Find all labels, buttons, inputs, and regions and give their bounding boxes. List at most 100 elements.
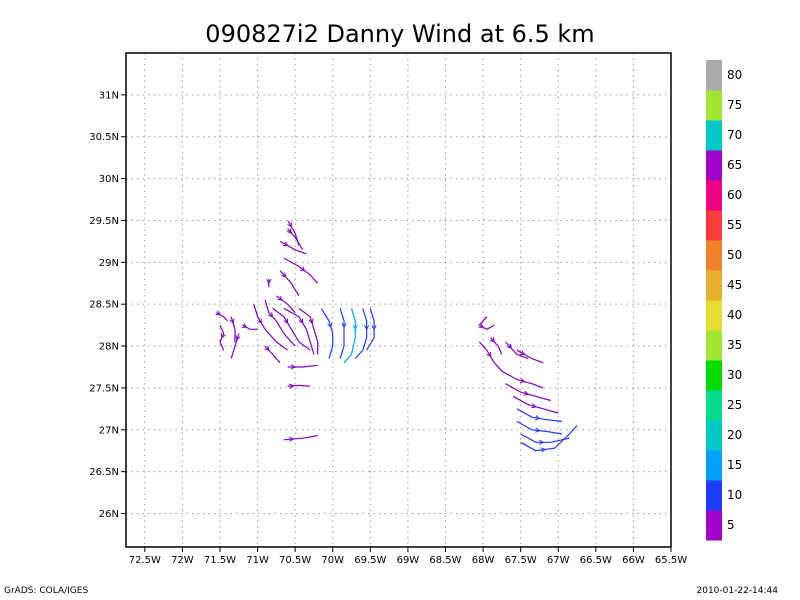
y-tick-label-9: 30.5N <box>89 132 119 143</box>
streamline-arrow-0 <box>287 222 292 228</box>
x-tick-label-13: 66W <box>622 555 645 566</box>
x-tick-label-9: 68W <box>472 555 495 566</box>
streamline-arrow-20 <box>235 335 241 341</box>
footer-timestamp: 2010-01-22-14:44 <box>696 586 779 596</box>
colorbar-label-12: 65 <box>727 158 742 172</box>
colorbar-swatch-7 <box>706 300 722 331</box>
y-tick-label-5: 28.5N <box>89 300 119 311</box>
streamline-arrow-29 <box>506 343 513 349</box>
footer-left-text: GrADS: COLA/IGES <box>4 586 89 596</box>
streamline-24 <box>287 384 311 387</box>
streamline-17 <box>215 312 228 322</box>
colorbar-label-13: 70 <box>727 128 742 142</box>
streamline-arrow-34 <box>535 415 541 421</box>
streamline-arrow-11 <box>308 318 314 324</box>
streamline-35 <box>516 420 563 435</box>
streamline-arrow-30 <box>519 350 526 355</box>
streamlines <box>215 220 578 453</box>
streamline-arrow-9 <box>283 318 289 324</box>
streamline-arrow-25 <box>288 436 295 442</box>
streamline-arrow-26 <box>478 323 485 328</box>
y-tick-label-3: 27.5N <box>89 383 119 394</box>
streamline-29 <box>505 341 529 360</box>
y-tick-label-7: 29.5N <box>89 216 119 227</box>
streamline-arrow-12 <box>327 322 333 329</box>
streamline-8 <box>253 304 288 351</box>
streamline-arrow-15 <box>363 325 370 331</box>
colorbar-label-9: 50 <box>727 248 742 262</box>
streamline-27 <box>490 337 503 355</box>
streamline-4 <box>279 270 300 297</box>
x-tick-label-4: 70.5W <box>279 555 311 566</box>
streamline-arrow-33 <box>531 403 537 409</box>
x-tick-label-12: 66.5W <box>580 555 612 566</box>
streamline-arrow-21 <box>241 323 248 328</box>
y-tick-label-0: 26N <box>99 509 119 520</box>
y-tick-label-6: 29N <box>99 258 119 269</box>
x-tick-label-10: 67.5W <box>505 555 537 566</box>
x-tick-label-1: 72W <box>171 555 194 566</box>
colorbar-swatch-15 <box>706 60 722 91</box>
x-axis-ticks: 72.5W 72W 71.5W 71W 70.5W 70W 69.5W 69W 68.5W 68W… <box>129 547 687 566</box>
colorbar-label-10: 55 <box>727 218 742 232</box>
colorbar-swatch-1 <box>706 480 722 511</box>
colorbar-label-7: 40 <box>727 308 742 322</box>
streamline-arrow-4 <box>281 272 287 278</box>
x-tick-label-14: 65.5W <box>655 555 687 566</box>
streamline-arrow-8 <box>257 318 262 324</box>
streamline-arrow-32 <box>523 390 530 396</box>
streamline-arrow-16 <box>371 325 377 331</box>
y-tick-label-2: 27N <box>99 425 119 436</box>
y-tick-label-8: 30N <box>99 174 119 185</box>
streamline-11 <box>298 307 319 355</box>
x-tick-label-0: 72.5W <box>129 555 161 566</box>
colorbar-swatch-4 <box>706 390 722 421</box>
streamline-23 <box>287 364 318 368</box>
colorbar-swatch-9 <box>706 240 722 271</box>
y-tick-label-10: 31N <box>99 90 119 101</box>
streamline-32 <box>505 383 551 402</box>
streamline-arrow-23 <box>290 364 297 370</box>
streamline-arrow-31 <box>519 378 526 384</box>
streamline-15 <box>354 308 368 359</box>
streamline-arrow-24 <box>288 383 295 389</box>
streamline-34 <box>516 408 563 422</box>
x-tick-label-6: 69.5W <box>354 555 386 566</box>
streamline-arrow-6 <box>277 295 283 301</box>
streamline-37 <box>520 425 578 452</box>
streamline-6 <box>275 295 296 313</box>
colorbar-swatch-0 <box>706 510 722 541</box>
streamline-arrow-13 <box>341 323 347 329</box>
x-tick-label-3: 71W <box>246 555 269 566</box>
streamline-arrow-18 <box>221 333 226 339</box>
colorbar-swatch-13 <box>706 120 722 151</box>
streamline-10 <box>283 307 315 355</box>
streamline-arrow-14 <box>352 325 358 331</box>
streamline-13 <box>339 308 345 359</box>
streamline-9 <box>272 307 311 351</box>
colorbar-swatch-6 <box>706 330 722 361</box>
streamline-7 <box>264 299 296 347</box>
streamline-arrow-28 <box>486 351 492 358</box>
streamline-1 <box>287 228 304 251</box>
streamline-22 <box>264 345 281 364</box>
streamline-arrow-5 <box>266 279 272 285</box>
streamline-arrow-35 <box>535 427 541 433</box>
y-tick-label-1: 26.5N <box>89 467 119 478</box>
colorbar-swatch-14 <box>706 90 722 121</box>
streamline-12 <box>320 308 334 359</box>
streamline-arrow-7 <box>268 312 274 318</box>
streamline-20 <box>230 333 240 359</box>
colorbar-label-14: 75 <box>727 98 742 112</box>
x-tick-label-5: 70W <box>321 555 344 566</box>
colorbar-swatch-5 <box>706 360 722 391</box>
streamline-2 <box>279 240 307 255</box>
streamline-19 <box>230 316 236 342</box>
streamline-25 <box>283 435 318 441</box>
colorbar-label-1: 10 <box>727 488 742 502</box>
colorbar-swatch-10 <box>706 210 722 241</box>
grid-lines <box>126 53 672 547</box>
y-axis-ticks: 26N 26.5N 27N 27.5N 28N 28.5N 29N 29.5N 30N 30.5N… <box>89 90 126 520</box>
colorbar-swatch-3 <box>706 420 722 451</box>
